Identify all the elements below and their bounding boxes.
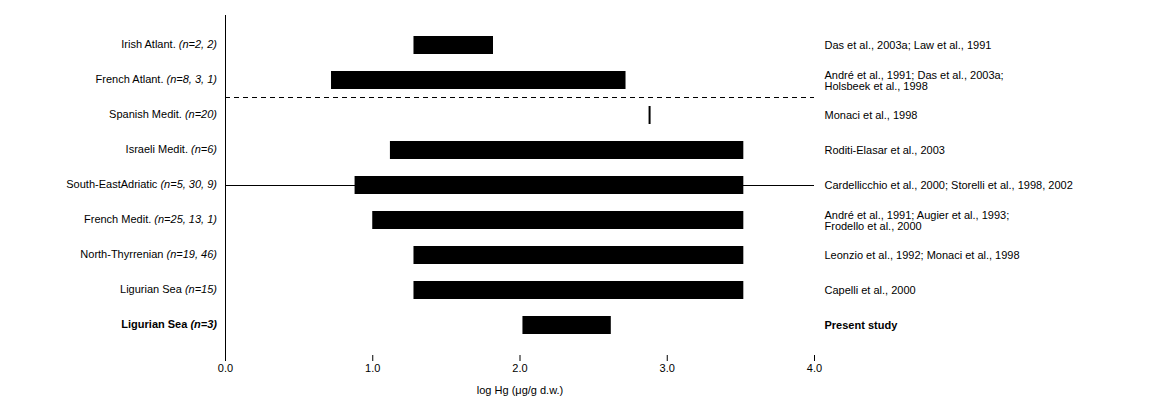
svg-text:South-EastAdriatic (n=5, 30, 9: South-EastAdriatic (n=5, 30, 9) — [66, 178, 217, 190]
svg-text:Ligurian Sea (n=15): Ligurian Sea (n=15) — [120, 283, 217, 295]
svg-text:French Atlant. (n=8, 3, 1): French Atlant. (n=8, 3, 1) — [96, 73, 218, 85]
svg-text:Ligurian Sea (n=3): Ligurian Sea (n=3) — [121, 318, 217, 330]
svg-text:Israeli Medit. (n=6): Israeli Medit. (n=6) — [126, 143, 218, 155]
svg-text:Leonzio et al., 1992; Monaci e: Leonzio et al., 1992; Monaci et al., 199… — [825, 249, 1020, 261]
svg-text:North-Thyrrenian (n=19, 46): North-Thyrrenian (n=19, 46) — [80, 248, 217, 260]
svg-text:Das et al., 2003a; Law et al.,: Das et al., 2003a; Law et al., 1991 — [825, 39, 992, 51]
svg-text:Present study: Present study — [825, 319, 899, 331]
svg-text:André et al., 1991; Das et al.: André et al., 1991; Das et al., 2003a;Ho… — [825, 69, 1004, 92]
svg-text:1.0: 1.0 — [365, 362, 380, 374]
svg-text:Irish Atlant. (n=2, 2): Irish Atlant. (n=2, 2) — [121, 38, 217, 50]
svg-text:Cardellicchio et al., 2000; St: Cardellicchio et al., 2000; Storelli et … — [825, 179, 1073, 191]
svg-text:3.0: 3.0 — [660, 362, 675, 374]
svg-text:Monaci et al., 1998: Monaci et al., 1998 — [825, 109, 918, 121]
svg-text:French Medit. (n=25, 13, 1): French Medit. (n=25, 13, 1) — [84, 213, 217, 225]
svg-text:Spanish Medit. (n=20): Spanish Medit. (n=20) — [109, 108, 217, 120]
svg-text:Roditi-Elasar et al., 2003: Roditi-Elasar et al., 2003 — [825, 144, 945, 156]
svg-text:log Hg (μg/g d.w.): log Hg (μg/g d.w.) — [477, 384, 563, 396]
svg-text:4.0: 4.0 — [807, 362, 822, 374]
svg-text:Capelli et al., 2000: Capelli et al., 2000 — [825, 284, 916, 296]
svg-text:0.0: 0.0 — [218, 362, 233, 374]
svg-text:André et al., 1991; Augier et: André et al., 1991; Augier et al., 1993;… — [825, 209, 1010, 232]
svg-text:2.0: 2.0 — [512, 362, 527, 374]
